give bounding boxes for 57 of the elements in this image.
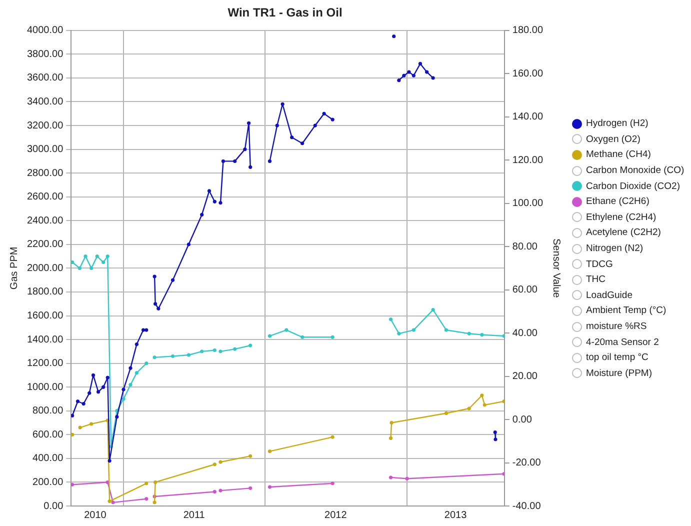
y2-tick-label: 20.00 (512, 371, 538, 382)
y-tick-label: 3400.00 (26, 96, 64, 108)
y2-axis-title: Sensor Value (550, 238, 562, 298)
legend-label: Ethane (C2H6) (586, 196, 650, 208)
y2-tick-label: 100.00 (512, 198, 544, 210)
y-tick-label: 1400.00 (26, 334, 64, 346)
y2-tick-label: -20.00 (512, 458, 542, 469)
y-tick-label: 2600.00 (26, 192, 64, 203)
y2-tick-label: 40.00 (512, 328, 538, 339)
legend-label: TDCG (586, 258, 613, 270)
y-axis-title: Gas PPM (8, 246, 20, 290)
y-tick-label: 1200.00 (26, 358, 64, 370)
legend-label: LoadGuide (586, 290, 632, 301)
y-tick-label: 0.00 (44, 500, 64, 512)
legend-label: Hydrogen (H2) (586, 118, 648, 130)
x-tick-label: 2011 (183, 510, 206, 521)
legend-label: Moisture (PPM) (586, 368, 652, 379)
legend-label: Acetylene (C2H2) (586, 227, 661, 238)
y-tick-label: 1600.00 (26, 310, 64, 322)
x-tick-label: 2012 (324, 510, 348, 521)
y2-tick-label: 0.00 (512, 414, 532, 426)
y2-tick-label: 180.00 (512, 25, 544, 36)
y-tick-label: 800.00 (32, 406, 64, 417)
legend-label: 4-20ma Sensor 2 (586, 336, 659, 348)
y-tick-label: 4000.00 (26, 25, 64, 36)
y-tick-label: 3200.00 (26, 120, 64, 132)
legend-label: Oxygen (O2) (586, 134, 640, 145)
chart-title: Win TR1 - Gas in Oil (228, 6, 342, 20)
legend-label: Ethylene (C2H4) (586, 212, 656, 223)
y-tick-label: 600.00 (32, 429, 64, 440)
y-tick-label: 400.00 (32, 453, 64, 464)
y2-tick-label: 120.00 (512, 154, 544, 166)
y-tick-label: 1800.00 (26, 286, 64, 298)
y2-tick-label: 160.00 (512, 68, 544, 80)
y2-tick-label: 80.00 (512, 241, 538, 252)
y-tick-label: 3600.00 (26, 72, 64, 84)
y-tick-label: 2000.00 (26, 262, 64, 274)
legend-label: Methane (CH4) (586, 149, 651, 160)
legend-label: top oil temp °C (586, 352, 648, 364)
y2-tick-label: 140.00 (512, 112, 544, 123)
y-tick-label: 3000.00 (26, 144, 64, 156)
y2-tick-label: -40.00 (512, 500, 542, 512)
y2-tick-label: 60.00 (512, 284, 538, 296)
y-tick-label: 3800.00 (26, 48, 64, 60)
legend-label: Carbon Monoxide (CO) (586, 165, 684, 176)
x-tick-label: 2010 (84, 510, 107, 521)
legend-label: Nitrogen (N2) (586, 243, 644, 254)
legend-label: Ambient Temp (°C) (586, 305, 666, 316)
legend-label: THC (586, 274, 606, 286)
legend-label: moisture %RS (586, 321, 647, 332)
y-tick-label: 1000.00 (26, 382, 64, 393)
y-tick-label: 2800.00 (26, 168, 64, 179)
y-tick-label: 200.00 (32, 476, 64, 488)
x-tick-label: 2013 (444, 510, 468, 521)
y-tick-label: 2400.00 (26, 215, 64, 226)
y-tick-label: 2200.00 (26, 239, 64, 250)
legend-label: Carbon Dioxide (CO2) (586, 180, 680, 192)
